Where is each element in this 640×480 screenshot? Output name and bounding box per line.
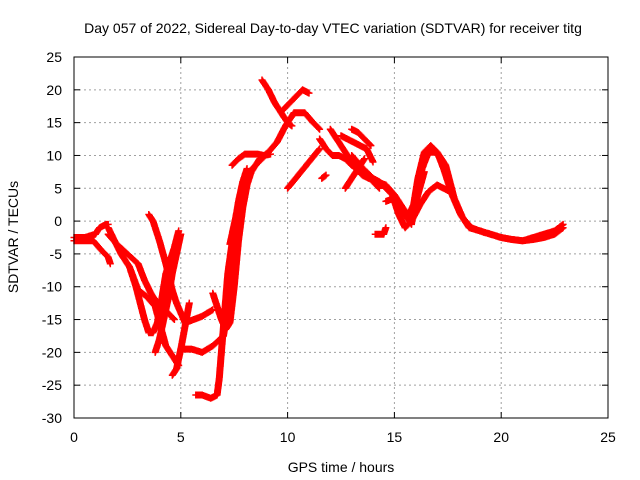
x-tick-label: 0 [70,429,78,445]
x-tick-label: 15 [387,429,403,445]
series-points [284,145,324,192]
chart-title: Day 057 of 2022, Sidereal Day-to-day VTE… [84,20,582,36]
series-points [70,237,114,268]
x-tick-label: 5 [177,429,185,445]
series-track-27 [401,148,567,245]
y-tick-label: 15 [46,115,62,131]
series-points [371,224,390,238]
series-track-16 [284,145,324,192]
data-marks [70,76,567,402]
y-tick-label: 25 [46,49,62,65]
y-tick-label: -5 [50,246,63,262]
series-track-7 [151,230,185,356]
series-track-11 [209,148,272,333]
x-tick-label: 20 [493,429,509,445]
series-track-13 [228,150,274,169]
y-tick-label: -10 [42,279,62,295]
y-tick-label: 5 [54,180,62,196]
series-points [279,86,313,113]
y-tick-label: -20 [42,344,62,360]
y-tick-label: 10 [46,147,62,163]
series-track-17 [318,171,330,182]
y-axis-label: SDTVAR / TECUs [5,181,21,293]
series-track-14 [258,76,296,130]
series-points [228,150,274,169]
x-tick-label: 25 [600,429,616,445]
series-track-25 [371,224,390,238]
series-points [348,125,375,150]
y-tick-label: -30 [42,410,62,426]
series-track-20 [337,132,377,166]
series-track-21 [348,125,375,150]
x-axis-label: GPS time / hours [288,459,395,475]
y-tick-label: -15 [42,312,62,328]
series-points [401,148,567,245]
series-points [209,148,272,333]
y-tick-label: 20 [46,82,62,98]
series-track-2 [70,237,114,268]
plot-frame [73,56,609,419]
series-track-8 [168,299,193,379]
series-points [168,299,193,379]
series-track-15 [279,86,313,113]
tick-labels: 0 5 10 15 20 25 -30 -25 -20 -15 -10 -5 0 5 10 15 20 25 [42,49,616,445]
series-points [258,76,296,130]
series-points [337,132,377,166]
x-tick-label: 10 [280,429,296,445]
y-tick-label: -25 [42,377,62,393]
series-points [318,171,330,182]
y-tick-label: 0 [54,213,62,229]
axes [73,56,609,419]
series-points [151,230,185,356]
